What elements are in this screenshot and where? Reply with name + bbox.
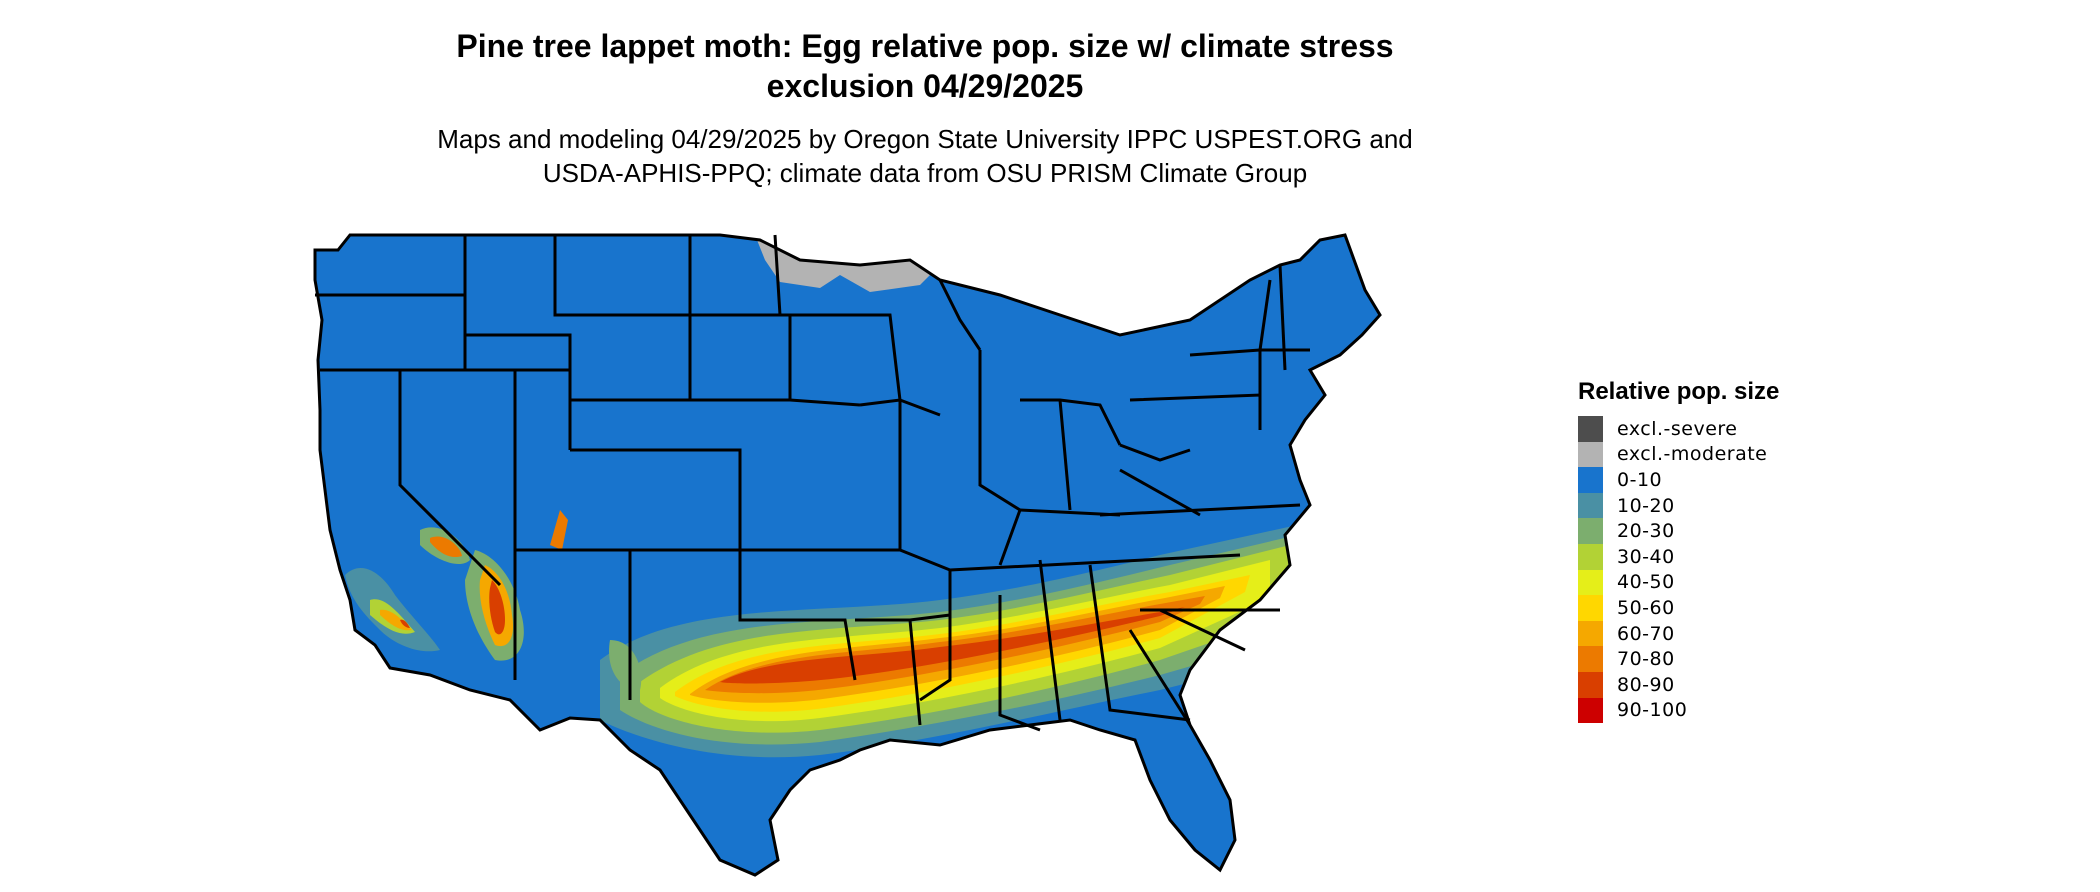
- legend-label: 0-10: [1617, 468, 1663, 491]
- legend-label: 20-30: [1617, 520, 1675, 543]
- legend-swatch: [1578, 595, 1603, 621]
- legend-label: 80-90: [1617, 673, 1675, 696]
- legend-item: 90-100: [1578, 697, 1779, 724]
- legend-label: 70-80: [1617, 648, 1675, 671]
- legend-item: 70-80: [1578, 646, 1779, 672]
- heat-bands: [345, 235, 1320, 758]
- legend-label: 50-60: [1617, 596, 1675, 619]
- legend-swatch: [1578, 467, 1603, 493]
- legend-item: 30-40: [1578, 543, 1779, 570]
- legend-label: 90-100: [1617, 699, 1688, 722]
- us-map: [313, 233, 1382, 877]
- legend-swatch: [1578, 518, 1603, 544]
- legend-item: 20-30: [1578, 518, 1779, 544]
- subtitle-line-1: Maps and modeling 04/29/2025 by Oregon S…: [437, 124, 1413, 154]
- legend-title: Relative pop. size: [1578, 378, 1780, 405]
- legend-item: excl.-severe: [1578, 416, 1779, 442]
- legend-label: 10-20: [1617, 494, 1675, 517]
- title-line-2: exclusion 04/29/2025: [766, 68, 1084, 104]
- legend-item: 40-50: [1578, 569, 1779, 596]
- legend-items: excl.-severe excl.-moderate 0-10 10-20 20-30…: [1578, 416, 1779, 724]
- legend: Relative pop. size excl.-severe excl.-mod…: [1578, 378, 1780, 724]
- legend-swatch: [1578, 492, 1603, 519]
- legend-item: excl.-moderate: [1578, 441, 1779, 468]
- legend-item: 50-60: [1578, 595, 1779, 621]
- map-subtitle: Maps and modeling 04/29/2025 by Oregon S…: [0, 122, 1850, 190]
- legend-swatch: [1578, 646, 1603, 672]
- legend-swatch: [1578, 416, 1603, 442]
- legend-label: excl.-moderate: [1617, 443, 1768, 466]
- legend-swatch: [1578, 569, 1603, 596]
- legend-swatch: [1578, 543, 1603, 570]
- legend-label: 30-40: [1617, 545, 1675, 568]
- state-borders: [313, 233, 1382, 877]
- legend-swatch: [1578, 697, 1603, 724]
- legend-swatch: [1578, 620, 1603, 647]
- legend-item: 80-90: [1578, 671, 1779, 698]
- legend-label: excl.-severe: [1617, 417, 1738, 440]
- map-title: Pine tree lappet moth: Egg relative pop.…: [0, 26, 1850, 106]
- legend-item: 10-20: [1578, 492, 1779, 519]
- title-line-1: Pine tree lappet moth: Egg relative pop.…: [456, 28, 1394, 64]
- subtitle-line-2: USDA-APHIS-PPQ; climate data from OSU PR…: [542, 158, 1308, 188]
- legend-label: 60-70: [1617, 622, 1675, 645]
- legend-swatch: [1578, 441, 1603, 468]
- legend-item: 60-70: [1578, 620, 1779, 647]
- legend-swatch: [1578, 671, 1603, 698]
- legend-item: 0-10: [1578, 467, 1779, 493]
- legend-label: 40-50: [1617, 571, 1675, 594]
